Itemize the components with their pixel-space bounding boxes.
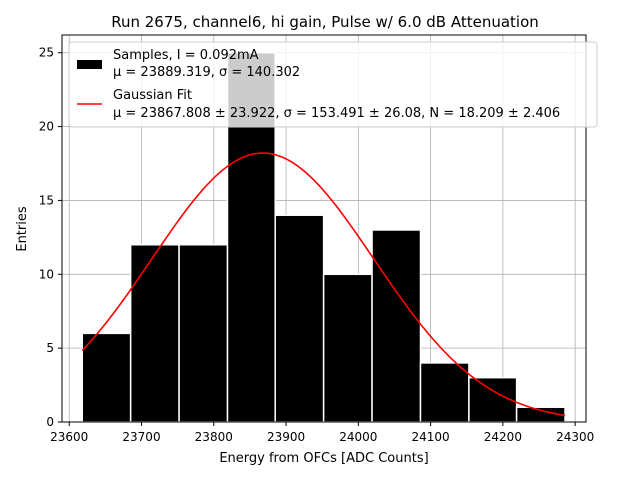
x-tick-label: 23900	[267, 430, 305, 444]
plot-frame	[61, 34, 587, 423]
histogram-bar	[81, 332, 132, 423]
legend-fit-line2: μ = 23867.808 ± 23.922, σ = 153.491 ± 26…	[113, 106, 560, 121]
x-tick-label: 24000	[339, 430, 377, 444]
legend-samples-line1: Samples, I = 0.092mA	[113, 48, 259, 63]
legend-samples-line2: μ = 23889.319, σ = 140.302	[113, 65, 300, 80]
legend-fit-line1: Gaussian Fit	[113, 88, 192, 103]
histogram-bar	[468, 376, 518, 423]
histogram-bar	[129, 243, 180, 423]
x-tick-label: 24100	[412, 430, 450, 444]
histogram-bar	[322, 273, 373, 423]
histogram-bar	[178, 243, 229, 423]
y-tick-label: 10	[39, 267, 54, 281]
histogram-bar	[371, 229, 422, 423]
gaussian-fit	[81, 152, 566, 417]
chart-title: Run 2675, channel6, hi gain, Pulse w/ 6.…	[111, 13, 539, 31]
histogram-bar	[419, 362, 470, 423]
legend-box	[68, 41, 598, 128]
y-tick-label: 0	[46, 415, 54, 429]
legend: Samples, I = 0.092mA μ = 23889.319, σ = …	[68, 41, 598, 128]
y-axis-label: Entries	[15, 206, 30, 252]
legend-samples-swatch	[77, 60, 102, 69]
x-tick-label: 23700	[122, 430, 160, 444]
x-tick-label: 23800	[195, 430, 233, 444]
x-tick-label: 23600	[50, 430, 88, 444]
x-axis-label: Energy from OFCs [ADC Counts]	[219, 451, 428, 466]
y-tick-label: 15	[39, 193, 54, 207]
histogram-bar	[274, 214, 325, 423]
y-tick-label: 20	[39, 120, 54, 134]
y-tick-label: 25	[39, 46, 54, 60]
x-tick-label: 24300	[556, 430, 594, 444]
y-tick-label: 5	[46, 341, 54, 355]
axis-ticks: 23600 23700 23800 23900 24000 24100 24200 24300…	[39, 46, 595, 444]
x-tick-label: 24200	[484, 430, 522, 444]
fit-curve	[81, 152, 566, 417]
